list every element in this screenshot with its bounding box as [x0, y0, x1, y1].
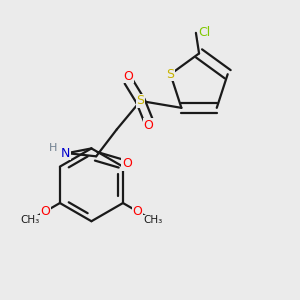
Text: O: O [122, 157, 132, 170]
Text: O: O [143, 119, 153, 132]
Text: O: O [41, 205, 51, 218]
Text: Cl: Cl [199, 26, 211, 39]
Text: H: H [49, 143, 57, 153]
Text: S: S [136, 94, 145, 107]
Text: CH₃: CH₃ [143, 215, 163, 225]
Text: S: S [167, 68, 175, 81]
Text: O: O [132, 205, 142, 218]
Text: CH₃: CH₃ [20, 215, 39, 225]
Text: O: O [124, 70, 134, 83]
Text: N: N [61, 147, 70, 160]
